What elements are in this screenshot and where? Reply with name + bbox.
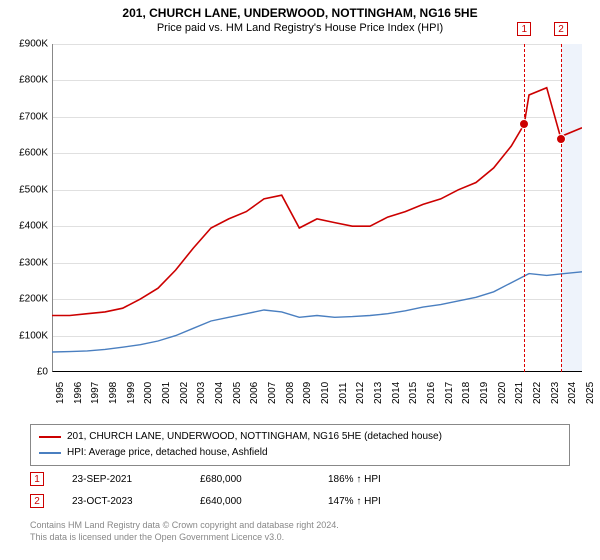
chart-container: 201, CHURCH LANE, UNDERWOOD, NOTTINGHAM,…	[0, 0, 600, 560]
sale-record-row: 1 23-SEP-2021 £680,000 186% ↑ HPI	[30, 468, 570, 490]
record-price: £680,000	[200, 474, 300, 485]
x-tick-label: 2007	[267, 382, 278, 404]
legend-item: 201, CHURCH LANE, UNDERWOOD, NOTTINGHAM,…	[39, 429, 561, 445]
sale-marker-dot-icon	[556, 134, 566, 144]
sale-records: 1 23-SEP-2021 £680,000 186% ↑ HPI 2 23-O…	[30, 468, 570, 512]
x-tick-label: 2015	[408, 382, 419, 404]
y-tick-label: £200K	[4, 294, 48, 305]
chart-title-address: 201, CHURCH LANE, UNDERWOOD, NOTTINGHAM,…	[0, 6, 600, 20]
x-tick-label: 2010	[320, 382, 331, 404]
x-tick-label: 2025	[585, 382, 596, 404]
x-tick-label: 2008	[285, 382, 296, 404]
series-line-property	[52, 88, 582, 316]
x-tick-label: 2023	[550, 382, 561, 404]
x-tick-label: 2003	[196, 382, 207, 404]
legend: 201, CHURCH LANE, UNDERWOOD, NOTTINGHAM,…	[30, 424, 570, 466]
footer-attribution: Contains HM Land Registry data © Crown c…	[30, 520, 570, 543]
x-tick-label: 1998	[108, 382, 119, 404]
x-tick-label: 2012	[355, 382, 366, 404]
y-tick-label: £0	[4, 367, 48, 378]
x-tick-label: 1995	[55, 382, 66, 404]
chart-subtitle: Price paid vs. HM Land Registry's House …	[0, 22, 600, 34]
x-tick-label: 1997	[90, 382, 101, 404]
y-tick-label: £900K	[4, 39, 48, 50]
sale-record-row: 2 23-OCT-2023 £640,000 147% ↑ HPI	[30, 490, 570, 512]
y-tick-label: £800K	[4, 75, 48, 86]
legend-swatch-icon	[39, 436, 61, 438]
title-block: 201, CHURCH LANE, UNDERWOOD, NOTTINGHAM,…	[0, 0, 600, 34]
record-marker-icon: 2	[30, 494, 44, 508]
y-tick-label: £300K	[4, 257, 48, 268]
x-tick-label: 2009	[302, 382, 313, 404]
x-tick-label: 1999	[126, 382, 137, 404]
x-tick-label: 2018	[461, 382, 472, 404]
x-tick-label: 2020	[497, 382, 508, 404]
x-tick-label: 2024	[567, 382, 578, 404]
x-tick-label: 1996	[73, 382, 84, 404]
legend-label: 201, CHURCH LANE, UNDERWOOD, NOTTINGHAM,…	[67, 429, 442, 445]
x-tick-label: 2022	[532, 382, 543, 404]
record-hpi: 147% ↑ HPI	[328, 496, 428, 507]
y-tick-label: £600K	[4, 148, 48, 159]
x-tick-label: 2006	[249, 382, 260, 404]
line-series-svg	[52, 44, 582, 372]
record-marker-icon: 1	[30, 472, 44, 486]
legend-item: HPI: Average price, detached house, Ashf…	[39, 445, 561, 461]
x-tick-label: 2021	[514, 382, 525, 404]
footer-line: This data is licensed under the Open Gov…	[30, 532, 570, 544]
record-date: 23-SEP-2021	[72, 474, 172, 485]
x-tick-label: 2014	[391, 382, 402, 404]
x-tick-label: 2016	[426, 382, 437, 404]
y-tick-label: £700K	[4, 111, 48, 122]
x-tick-label: 2019	[479, 382, 490, 404]
x-tick-label: 2013	[373, 382, 384, 404]
record-date: 23-OCT-2023	[72, 496, 172, 507]
legend-label: HPI: Average price, detached house, Ashf…	[67, 445, 268, 461]
sale-marker-icon: 1	[517, 22, 531, 36]
y-tick-label: £500K	[4, 184, 48, 195]
x-tick-label: 2017	[444, 382, 455, 404]
record-hpi: 186% ↑ HPI	[328, 474, 428, 485]
x-tick-label: 2011	[338, 382, 349, 404]
x-tick-label: 2005	[232, 382, 243, 404]
record-price: £640,000	[200, 496, 300, 507]
series-line-hpi	[52, 272, 582, 352]
y-tick-label: £400K	[4, 221, 48, 232]
footer-line: Contains HM Land Registry data © Crown c…	[30, 520, 570, 532]
x-tick-label: 2004	[214, 382, 225, 404]
y-tick-label: £100K	[4, 330, 48, 341]
sale-marker-icon: 2	[554, 22, 568, 36]
x-tick-label: 2002	[179, 382, 190, 404]
x-tick-label: 2001	[161, 382, 172, 404]
legend-swatch-icon	[39, 452, 61, 454]
x-tick-label: 2000	[143, 382, 154, 404]
